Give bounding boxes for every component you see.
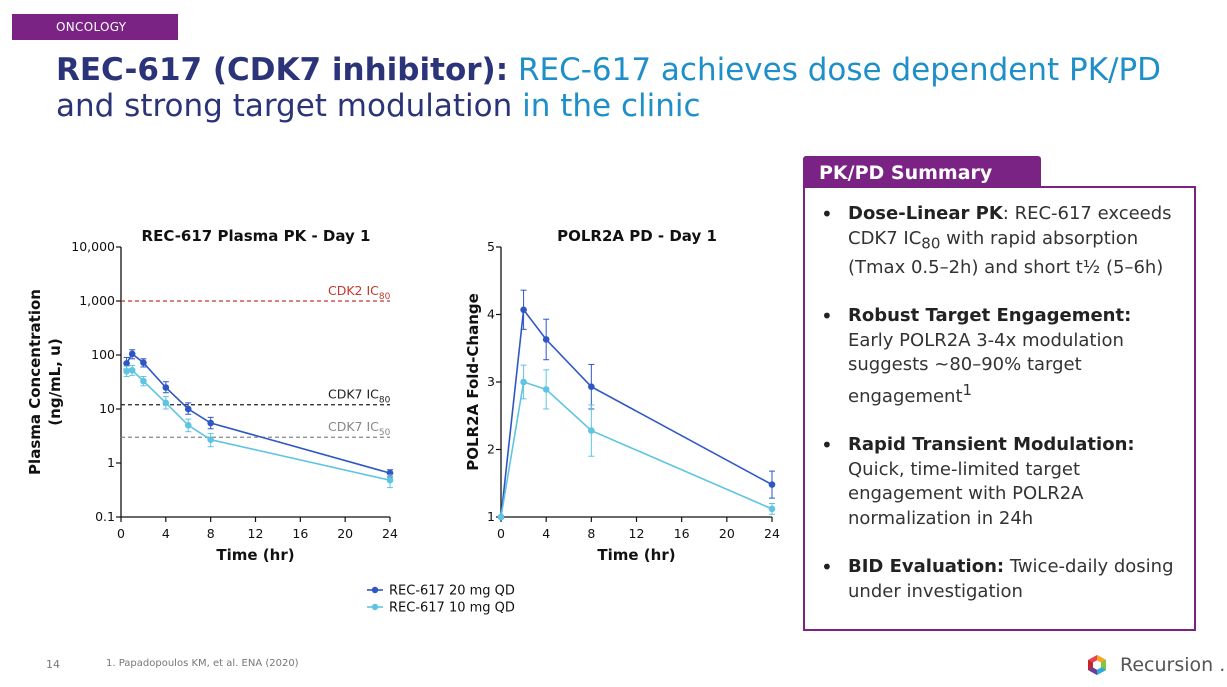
- reference-line-label: CDK7 IC50: [328, 419, 391, 438]
- section-tag: ONCOLOGY: [12, 14, 178, 40]
- data-point: [768, 505, 776, 513]
- data-point: [123, 360, 130, 367]
- x-axis-label: Time (hr): [597, 546, 675, 564]
- y-tick-label: 1: [487, 509, 495, 524]
- x-tick-label: 4: [542, 526, 550, 541]
- summary-item: Dose-Linear PK: REC-617 exceeds CDK7 IC8…: [819, 202, 1176, 280]
- data-point: [542, 336, 550, 343]
- data-point: [184, 421, 192, 429]
- data-point: [140, 377, 147, 385]
- summary-item-text: : REC-617 exceeds CDK7 IC80 with rapid a…: [848, 203, 1172, 278]
- x-tick-label: 8: [587, 526, 595, 541]
- recursion-logo: Recursion.: [1086, 652, 1225, 678]
- x-tick-label: 20: [719, 526, 735, 541]
- y-tick-label: 10,000: [71, 239, 115, 254]
- page-title: REC-617 (CDK7 inhibitor): REC-617 achiev…: [56, 52, 1196, 124]
- x-tick-label: 24: [382, 526, 398, 541]
- data-point: [128, 350, 136, 358]
- data-point: [768, 481, 776, 488]
- summary-heading: PK/PD Summary: [803, 156, 1041, 190]
- y-tick-label: 3: [487, 374, 495, 389]
- y-tick-label: 4: [487, 307, 495, 322]
- logo-text: Recursion.: [1120, 654, 1226, 676]
- title-line2b: in the clinic: [512, 88, 701, 124]
- y-tick-label: 1: [107, 455, 115, 470]
- x-tick-label: 4: [162, 526, 170, 541]
- legend-label: REC-617 10 mg QD: [389, 601, 515, 616]
- data-point: [140, 359, 147, 367]
- data-point: [542, 386, 550, 393]
- x-tick-label: 12: [248, 526, 264, 541]
- y-tick-label: 0.1: [95, 509, 115, 524]
- series-line: [125, 352, 391, 474]
- x-tick-label: 20: [337, 526, 353, 541]
- data-point: [207, 419, 214, 427]
- page-number: 14: [46, 658, 60, 671]
- data-point: [128, 367, 136, 374]
- y-tick-label: 2: [487, 442, 495, 457]
- summary-item-heading: Rapid Transient Modulation:: [848, 434, 1135, 456]
- title-bold: REC-617 (CDK7 inhibitor):: [56, 52, 509, 88]
- chart-title: POLR2A PD - Day 1: [557, 227, 717, 245]
- summary-item: BID Evaluation: Twice-daily dosing under…: [819, 555, 1176, 604]
- data-point: [207, 436, 214, 444]
- summary-item-text: Twice-daily dosing under investigation: [848, 556, 1174, 602]
- data-point: [497, 513, 505, 521]
- data-point: [520, 378, 527, 386]
- x-tick-label: 16: [292, 526, 308, 541]
- reference-line-label: CDK7 IC80: [328, 387, 391, 406]
- title-line2a: and strong target modulation: [56, 88, 513, 124]
- charts-area: REC-617 Plasma PK - Day 10 4 8 12 16 20 240.11…: [26, 227, 780, 616]
- data-point: [184, 405, 192, 413]
- title-line1: REC-617 achieves dose dependent PK/PD: [508, 52, 1162, 88]
- series-line: [500, 380, 773, 518]
- summary-item-heading: Robust Target Engagement:: [848, 305, 1132, 327]
- summary-item: Rapid Transient Modulation: Quick, time-…: [819, 433, 1176, 531]
- legend-marker: [371, 603, 379, 611]
- footnote: 1. Papadopoulos KM, et al. ENA (2020): [106, 658, 299, 669]
- x-tick-label: 0: [117, 526, 125, 541]
- reference-line-label: CDK2 IC80: [328, 283, 391, 302]
- data-point: [588, 383, 595, 391]
- y-tick-label: 100: [91, 347, 115, 362]
- summary-item-heading: BID Evaluation:: [848, 556, 1005, 578]
- summary-item: Robust Target Engagement: Early POLR2A 3…: [819, 304, 1176, 409]
- summary-box: Dose-Linear PK: REC-617 exceeds CDK7 IC8…: [803, 186, 1196, 631]
- x-axis-label: Time (hr): [216, 546, 294, 564]
- legend-label: REC-617 20 mg QD: [389, 584, 515, 599]
- summary-item-heading: Dose-Linear PK: [848, 203, 1003, 224]
- summary-item-text: Early POLR2A 3-4x modulation suggests ~8…: [848, 329, 1124, 407]
- y-axis-label: Plasma Concentration (ng/mL, u): [26, 289, 64, 475]
- series-line: [500, 307, 773, 518]
- y-tick-label: 1,000: [79, 293, 115, 308]
- y-tick-label: 5: [487, 239, 495, 254]
- summary-item-text: Quick, time-limited target engagement wi…: [848, 458, 1084, 529]
- data-point: [162, 384, 170, 391]
- data-point: [588, 427, 595, 434]
- data-point: [386, 476, 394, 484]
- summary-list: Dose-Linear PK: REC-617 exceeds CDK7 IC8…: [805, 188, 1194, 604]
- recursion-logo-icon: [1088, 655, 1106, 675]
- data-point: [520, 306, 527, 314]
- legend-marker: [371, 586, 379, 594]
- x-tick-label: 8: [207, 526, 215, 541]
- x-tick-label: 24: [764, 526, 780, 541]
- chart-title: REC-617 Plasma PK - Day 1: [142, 227, 371, 245]
- x-tick-label: 12: [629, 526, 645, 541]
- x-tick-label: 0: [497, 526, 505, 541]
- y-axis-label: POLR2A Fold-Change: [464, 293, 482, 471]
- data-point: [162, 399, 170, 407]
- data-point: [123, 367, 130, 375]
- x-tick-label: 16: [674, 526, 690, 541]
- y-tick-label: 10: [99, 401, 115, 416]
